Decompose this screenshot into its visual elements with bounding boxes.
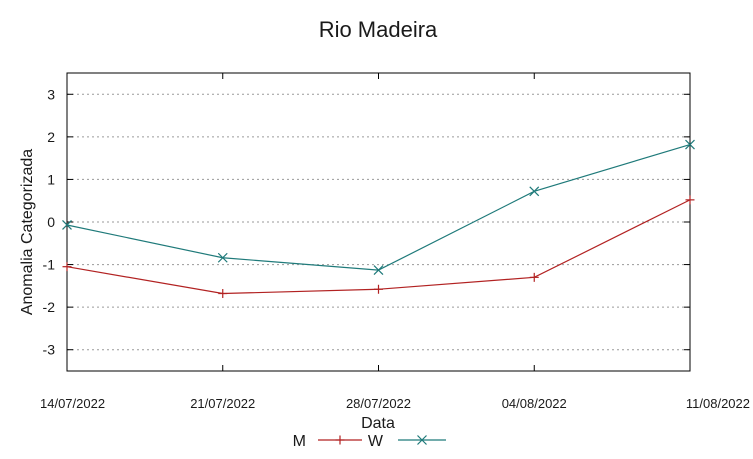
x-tick-label: 11/08/2022 [686, 396, 750, 411]
chart-title: Rio Madeira [319, 17, 438, 42]
series-W [62, 139, 695, 276]
y-tick-label: -2 [43, 299, 56, 315]
y-tick-label: 1 [47, 171, 55, 187]
data-point [685, 139, 695, 150]
data-point [373, 265, 384, 276]
y-tick-label: 0 [47, 214, 55, 230]
x-tick-label: 21/07/2022 [190, 396, 255, 411]
legend-marker [417, 435, 427, 445]
series-line [66, 143, 691, 271]
legend-label: W [368, 433, 384, 450]
series-group [62, 139, 695, 299]
y-axis: -3 -2 -1 0 1 2 3 [43, 86, 690, 358]
x-tick-label: 04/08/2022 [502, 396, 567, 411]
x-tick-label: 28/07/2022 [346, 396, 411, 411]
x-tick-label: 14/07/2022 [40, 396, 105, 411]
series-M [62, 195, 695, 299]
legend-label: M [293, 433, 306, 450]
y-tick-label: 2 [47, 129, 55, 145]
x-axis-label: Data [361, 415, 395, 432]
y-tick-label: 3 [47, 86, 55, 102]
series-line [66, 199, 691, 295]
y-tick-label: -3 [43, 342, 56, 358]
data-point [529, 186, 540, 197]
grid [67, 93, 690, 351]
data-point [62, 220, 72, 230]
y-tick-label: -1 [43, 257, 56, 273]
y-axis-label: Anomalia Categorizada [19, 149, 36, 315]
data-point [217, 252, 228, 263]
x-axis: 14/07/2022 21/07/2022 28/07/2022 04/08/2022… [40, 73, 750, 411]
